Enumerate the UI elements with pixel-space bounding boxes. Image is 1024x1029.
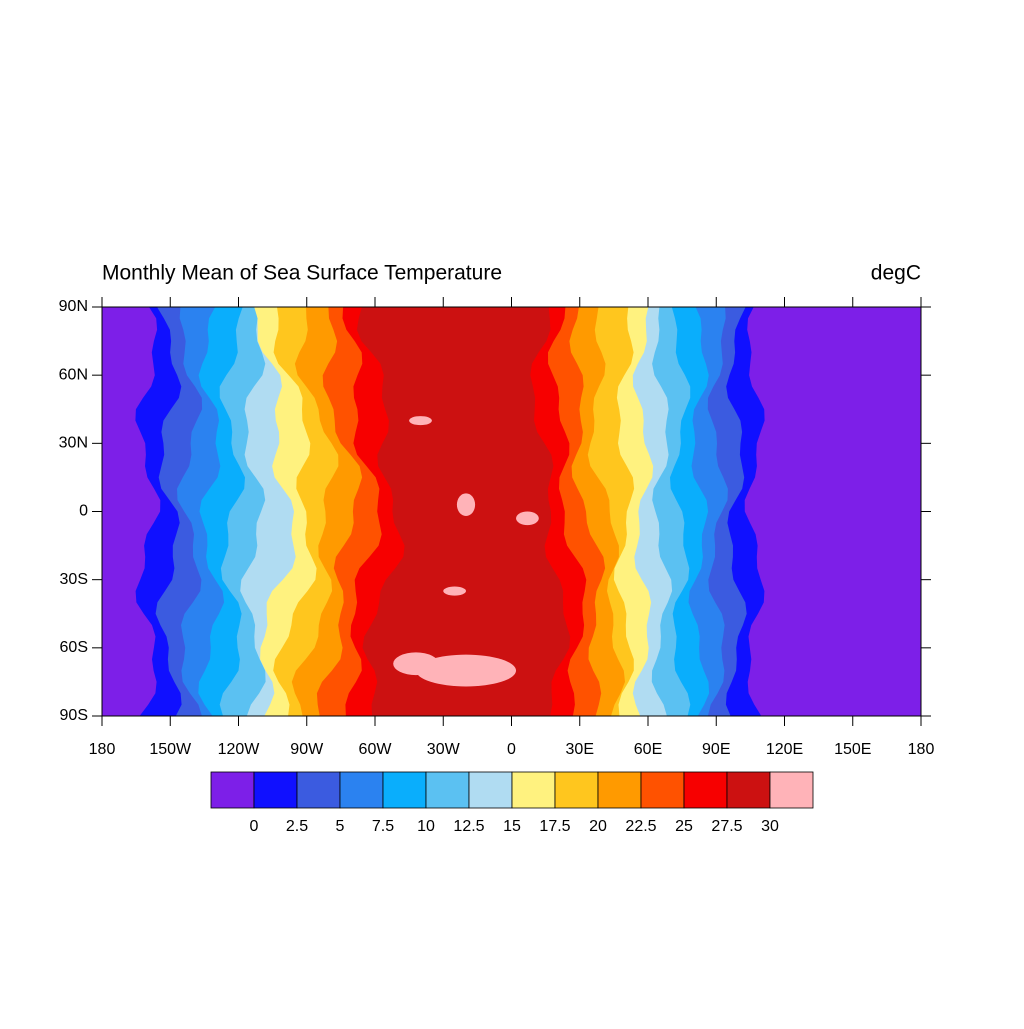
colorbar-box: [554, 771, 599, 809]
colorbar-label: 5: [336, 818, 345, 835]
y-tick-label: 0: [79, 503, 88, 520]
colorbar-label: 15: [503, 818, 521, 835]
y-tick-label: 90S: [60, 707, 88, 724]
colorbar-box: [468, 771, 513, 809]
x-tick-label: 30E: [566, 741, 594, 758]
y-tick-label: 90N: [59, 298, 88, 315]
x-tick-label: 150E: [834, 741, 871, 758]
colorbar-label: 7.5: [372, 818, 394, 835]
x-tick-label: 120W: [218, 741, 261, 758]
field-band: [443, 586, 466, 596]
colorbar-box: [425, 771, 470, 809]
colorbar-box: [726, 771, 771, 809]
units-label: degC: [871, 262, 921, 285]
sst-field: [102, 307, 921, 716]
field-band: [415, 654, 517, 687]
colorbar-box: [382, 771, 427, 809]
colorbar-box: [683, 771, 728, 809]
x-tick-label: 60W: [359, 741, 393, 758]
colorbar-box: [769, 771, 814, 809]
colorbar-box: [339, 771, 384, 809]
x-tick-label: 150W: [149, 741, 192, 758]
x-tick-label: 90W: [290, 741, 324, 758]
colorbar-label: 27.5: [711, 818, 742, 835]
map-title: Monthly Mean of Sea Surface Temperature: [102, 262, 502, 285]
colorbar-box: [511, 771, 556, 809]
field-band: [516, 511, 539, 526]
field-band: [409, 416, 432, 426]
colorbar-label: 20: [589, 818, 607, 835]
x-tick-label: 0: [507, 741, 516, 758]
colorbar-label: 22.5: [625, 818, 656, 835]
colorbar-box: [640, 771, 685, 809]
colorbar-label: 0: [250, 818, 259, 835]
y-tick-label: 30S: [60, 571, 88, 588]
y-tick-label: 30N: [59, 435, 88, 452]
colorbar-label: 2.5: [286, 818, 308, 835]
colorbar-label: 17.5: [539, 818, 570, 835]
x-tick-label: 60E: [634, 741, 662, 758]
colorbar-label: 12.5: [453, 818, 484, 835]
colorbar-box: [296, 771, 341, 809]
colorbar-label: 25: [675, 818, 693, 835]
x-tick-label: 180: [89, 741, 116, 758]
axes: 180 150W 120W 90W 60W 30W 0 30E 60E 90E 120E 150E 18…: [59, 297, 935, 758]
colorbar-box: [597, 771, 642, 809]
y-tick-label: 60N: [59, 366, 88, 383]
x-tick-label: 180: [908, 741, 935, 758]
colorbar-label: 30: [761, 818, 779, 835]
x-tick-label: 90E: [702, 741, 730, 758]
colorbar-box: [210, 771, 255, 809]
colorbar-box: [253, 771, 298, 809]
colorbar-label: 10: [417, 818, 435, 835]
colorbar: 0 2.5 5 7.5 10 12.5 15 17.5 20 22.5 25 27.5 30: [210, 771, 814, 835]
x-tick-label: 120E: [766, 741, 803, 758]
x-tick-label: 30W: [427, 741, 461, 758]
field-band: [456, 493, 476, 517]
y-tick-label: 60S: [60, 639, 88, 656]
field-band: [393, 652, 439, 676]
